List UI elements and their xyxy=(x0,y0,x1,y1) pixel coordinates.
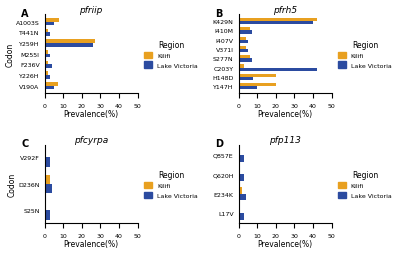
Bar xyxy=(238,68,317,72)
Bar xyxy=(44,76,50,80)
Bar xyxy=(238,59,252,62)
X-axis label: Prevalence(%): Prevalence(%) xyxy=(258,240,312,248)
Bar xyxy=(238,47,246,50)
Text: D: D xyxy=(215,139,223,149)
Legend: Kilifi, Lake Victoria: Kilifi, Lake Victoria xyxy=(142,39,200,70)
Bar xyxy=(44,86,54,90)
Bar xyxy=(44,175,50,184)
Bar xyxy=(238,28,250,31)
Bar xyxy=(44,40,95,44)
Bar xyxy=(238,22,313,25)
Bar xyxy=(238,56,250,59)
Bar xyxy=(44,72,48,76)
Bar xyxy=(238,84,276,87)
Bar xyxy=(44,83,58,86)
Bar xyxy=(44,158,50,167)
Y-axis label: Codon: Codon xyxy=(8,172,17,196)
Bar xyxy=(238,37,246,41)
Legend: Kilifi, Lake Victoria: Kilifi, Lake Victoria xyxy=(336,168,394,200)
Bar xyxy=(238,65,244,68)
Bar xyxy=(44,29,48,33)
Title: pfrh5: pfrh5 xyxy=(273,6,297,14)
Bar xyxy=(238,155,244,162)
Title: pfp113: pfp113 xyxy=(269,135,301,144)
Bar xyxy=(238,19,317,22)
Bar xyxy=(238,87,257,90)
Bar xyxy=(44,61,48,65)
Text: C: C xyxy=(21,139,28,149)
Bar xyxy=(44,33,50,37)
Bar xyxy=(238,78,253,81)
Bar xyxy=(238,50,248,53)
X-axis label: Prevalence(%): Prevalence(%) xyxy=(64,240,119,248)
Legend: Kilifi, Lake Victoria: Kilifi, Lake Victoria xyxy=(142,168,200,200)
X-axis label: Prevalence(%): Prevalence(%) xyxy=(258,110,312,119)
Text: A: A xyxy=(21,9,29,19)
Bar xyxy=(44,54,50,58)
Bar xyxy=(238,31,252,35)
Bar xyxy=(44,23,54,26)
Bar xyxy=(238,41,248,44)
Bar xyxy=(44,65,52,69)
Bar xyxy=(44,184,52,194)
Bar xyxy=(44,19,60,23)
Y-axis label: Codon: Codon xyxy=(6,42,14,67)
Text: B: B xyxy=(215,9,223,19)
Title: pfriip: pfriip xyxy=(79,6,103,14)
Bar xyxy=(238,74,276,78)
Bar xyxy=(44,44,93,47)
Legend: Kilifi, Lake Victoria: Kilifi, Lake Victoria xyxy=(336,39,394,70)
X-axis label: Prevalence(%): Prevalence(%) xyxy=(64,110,119,119)
Bar xyxy=(44,51,48,54)
Bar xyxy=(238,174,244,181)
Bar xyxy=(238,213,244,220)
Bar xyxy=(238,187,242,194)
Bar xyxy=(238,194,246,201)
Bar xyxy=(44,211,50,220)
Title: pfcyrpa: pfcyrpa xyxy=(74,135,108,144)
